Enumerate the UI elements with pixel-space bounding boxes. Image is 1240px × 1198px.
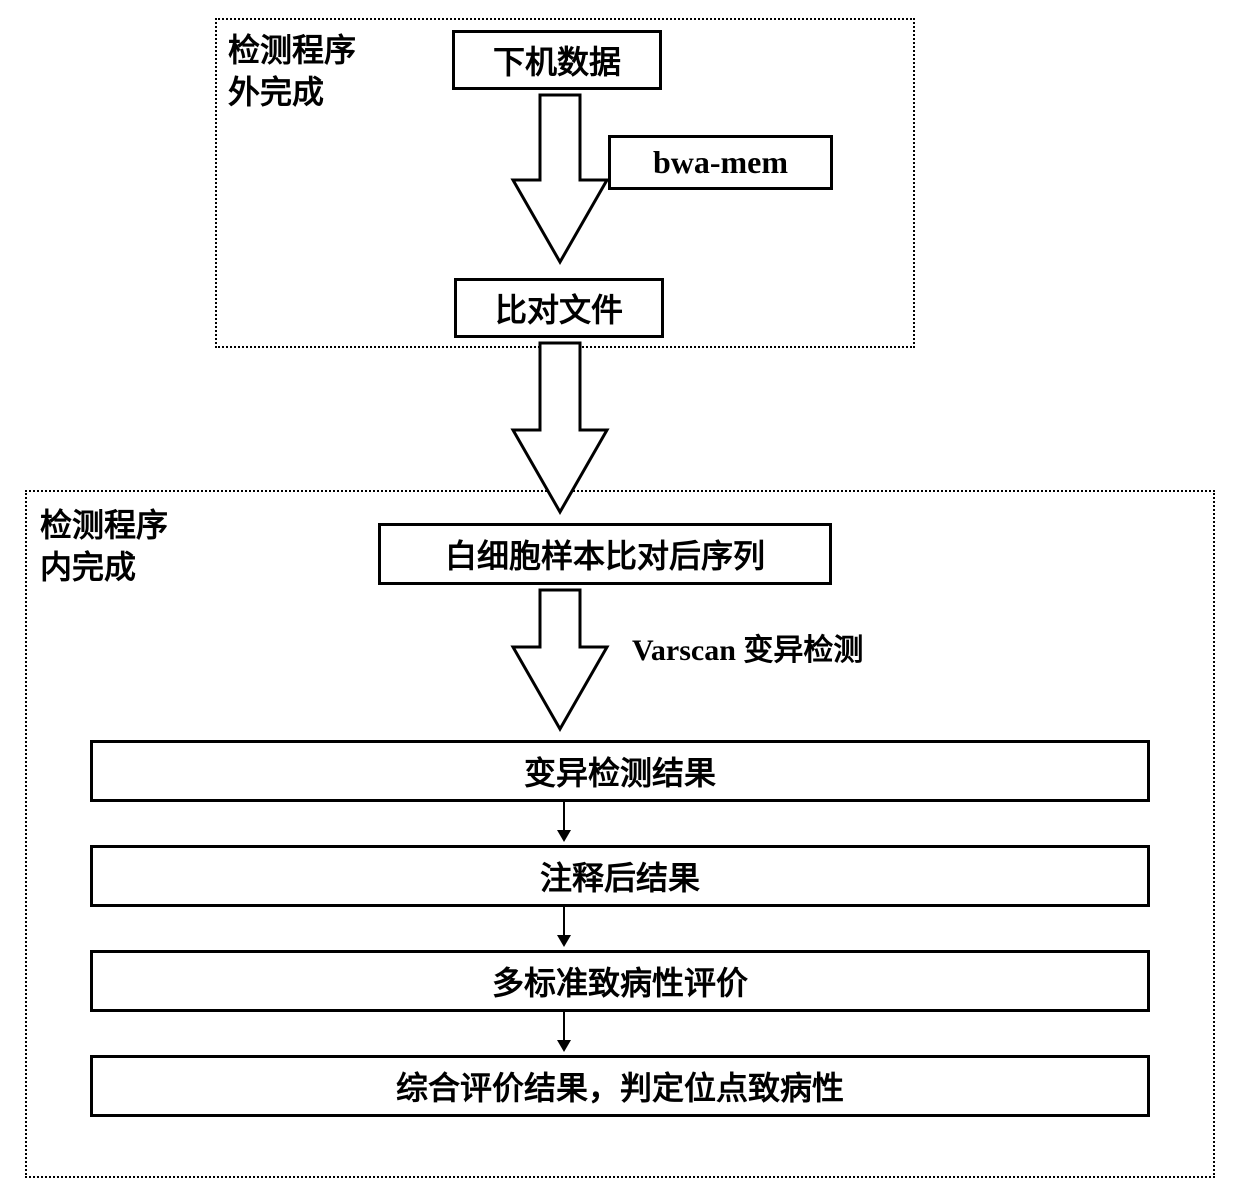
arrow-n5-n6 [557, 802, 571, 842]
arrow-n1-n3 [510, 92, 610, 265]
arrow-n7-n8 [557, 1012, 571, 1052]
node-n8-label: 综合评价结果，判定位点致病性 [396, 1063, 844, 1109]
node-n3: 比对文件 [454, 278, 664, 338]
node-n6-label: 注释后结果 [540, 853, 700, 899]
arrow-n6-n7 [557, 907, 571, 947]
group-outer-label: 检测程序 外完成 [228, 30, 356, 113]
node-n2-label: bwa-mem [653, 144, 788, 181]
arrow-n4-n5 [510, 587, 610, 732]
arrow-n4-n5-label: Varscan 变异检测 [632, 625, 863, 669]
node-n1-label: 下机数据 [493, 37, 621, 83]
node-n3-label: 比对文件 [495, 285, 623, 331]
node-n5-label: 变异检测结果 [524, 748, 716, 794]
node-n1: 下机数据 [452, 30, 662, 90]
node-n7: 多标准致病性评价 [90, 950, 1150, 1012]
node-n4-label: 白细胞样本比对后序列 [445, 531, 765, 577]
arrow-n3-n4 [510, 340, 610, 515]
node-n2: bwa-mem [608, 135, 833, 190]
node-n7-label: 多标准致病性评价 [492, 958, 748, 1004]
node-n5: 变异检测结果 [90, 740, 1150, 802]
node-n6: 注释后结果 [90, 845, 1150, 907]
node-n8: 综合评价结果，判定位点致病性 [90, 1055, 1150, 1117]
group-inner-label: 检测程序 内完成 [40, 505, 168, 588]
node-n4: 白细胞样本比对后序列 [378, 523, 832, 585]
